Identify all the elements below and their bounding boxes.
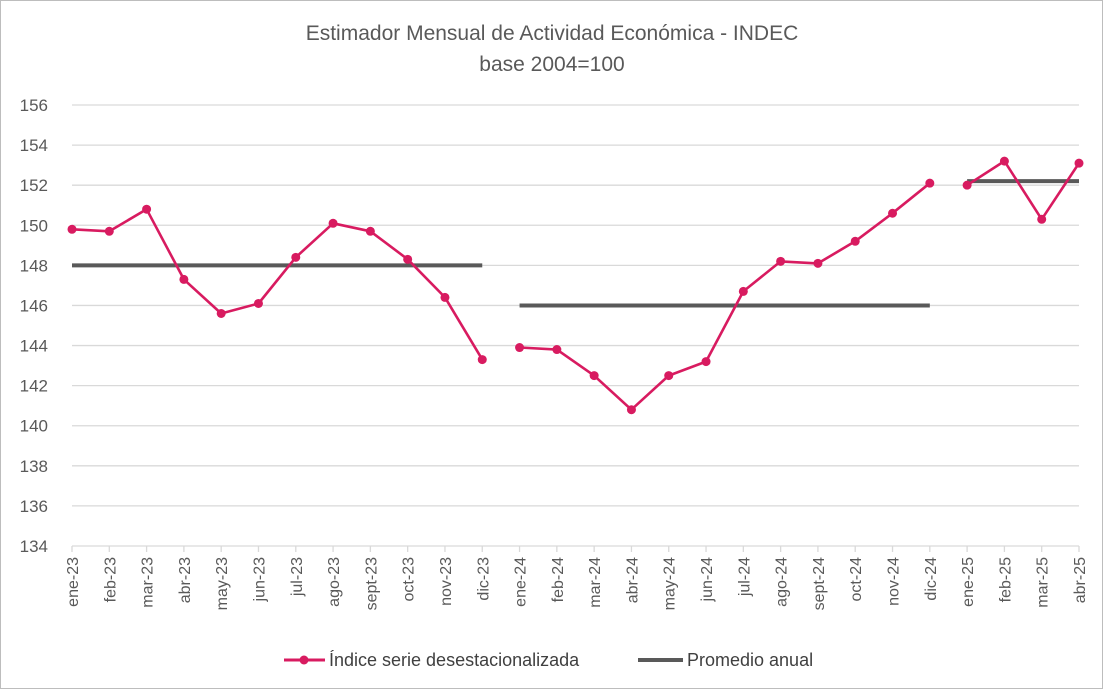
x-tick-label: mar-25 xyxy=(1035,557,1052,608)
data-point xyxy=(179,274,189,284)
legend-index-marker xyxy=(299,655,309,665)
y-tick-label: 136 xyxy=(20,497,48,516)
data-point xyxy=(1074,158,1084,168)
x-tick-label: jul-24 xyxy=(736,557,753,597)
y-tick-label: 150 xyxy=(20,216,48,235)
x-tick-label: jun-24 xyxy=(699,557,716,603)
data-point xyxy=(776,256,786,266)
annual-average-series xyxy=(72,179,1079,308)
x-tick-label: jul-23 xyxy=(289,557,306,597)
data-point xyxy=(104,226,114,236)
legend-item-index: Índice serie desestacionalizada xyxy=(284,650,580,670)
data-point xyxy=(701,357,711,367)
x-tick-label: feb-23 xyxy=(102,557,119,602)
y-tick-label: 146 xyxy=(20,296,48,315)
x-tick-label: nov-23 xyxy=(438,557,455,606)
x-axis: ene-23 feb-23 mar-23 abr-23 may-23 jun-23 jul-… xyxy=(65,546,1089,610)
data-point xyxy=(626,405,636,415)
x-tick-label: mar-24 xyxy=(587,557,604,608)
x-tick-label: abr-24 xyxy=(624,557,641,603)
y-tick-label: 148 xyxy=(20,256,48,275)
x-tick-label: dic-23 xyxy=(475,557,492,601)
x-tick-label: abr-23 xyxy=(177,557,194,603)
data-point xyxy=(142,204,152,214)
data-point xyxy=(738,286,748,296)
data-point xyxy=(253,298,263,308)
x-tick-label: ago-23 xyxy=(326,557,343,607)
x-tick-label: sept-24 xyxy=(811,557,828,610)
data-point xyxy=(365,226,375,236)
data-point xyxy=(403,254,413,264)
legend: Índice serie desestacionalizada Promedio… xyxy=(284,650,813,670)
series-line xyxy=(71,207,484,361)
grid-layer xyxy=(72,104,1079,547)
data-point xyxy=(1037,214,1047,224)
x-tick-label: oct-24 xyxy=(848,557,865,602)
data-point xyxy=(291,252,301,262)
x-tick-label: abr-25 xyxy=(1072,557,1089,603)
y-tick-label: 138 xyxy=(20,457,48,476)
x-tick-label: feb-24 xyxy=(550,557,567,602)
legend-average-label: Promedio anual xyxy=(687,650,813,670)
data-point xyxy=(216,308,226,318)
x-tick-label: sept-23 xyxy=(363,557,380,610)
series-line xyxy=(966,159,1081,221)
data-point xyxy=(515,343,525,353)
data-point xyxy=(67,224,77,234)
x-tick-label: ene-25 xyxy=(960,557,977,607)
data-point xyxy=(552,345,562,355)
chart-subtitle: base 2004=100 xyxy=(479,53,624,76)
index-series xyxy=(67,156,1084,415)
data-point xyxy=(999,156,1009,166)
data-point xyxy=(962,180,972,190)
x-tick-label: oct-23 xyxy=(401,557,418,602)
y-axis: 134 136 138 140 142 144 146 148 150 152 154 156 xyxy=(20,96,48,556)
x-tick-label: mar-23 xyxy=(140,557,157,608)
y-tick-label: 142 xyxy=(20,377,48,396)
data-point xyxy=(440,292,450,302)
data-point xyxy=(850,236,860,246)
x-tick-label: jun-23 xyxy=(251,557,268,603)
data-point xyxy=(664,371,674,381)
data-point xyxy=(888,208,898,218)
chart-title: Estimador Mensual de Actividad Económica… xyxy=(306,22,799,45)
legend-item-average: Promedio anual xyxy=(638,650,813,670)
data-point xyxy=(925,178,935,188)
y-tick-label: 134 xyxy=(20,537,48,556)
x-tick-label: dic-24 xyxy=(923,557,940,601)
x-tick-label: feb-25 xyxy=(997,557,1014,602)
legend-index-label: Índice serie desestacionalizada xyxy=(329,650,580,670)
y-tick-label: 140 xyxy=(20,417,48,436)
y-tick-label: 156 xyxy=(20,96,48,115)
data-point xyxy=(328,218,338,228)
x-tick-label: nov-24 xyxy=(886,557,903,606)
data-point xyxy=(477,355,487,365)
x-tick-label: ago-24 xyxy=(774,557,791,607)
data-point xyxy=(813,258,823,268)
x-tick-label: ene-23 xyxy=(65,557,82,607)
y-tick-label: 152 xyxy=(20,176,48,195)
y-tick-label: 154 xyxy=(20,136,48,155)
x-tick-label: ene-24 xyxy=(513,557,530,607)
series-line xyxy=(519,182,931,412)
x-tick-label: may-23 xyxy=(214,557,231,610)
y-tick-label: 144 xyxy=(20,337,48,356)
x-tick-label: may-24 xyxy=(662,557,679,610)
data-point xyxy=(589,371,599,381)
